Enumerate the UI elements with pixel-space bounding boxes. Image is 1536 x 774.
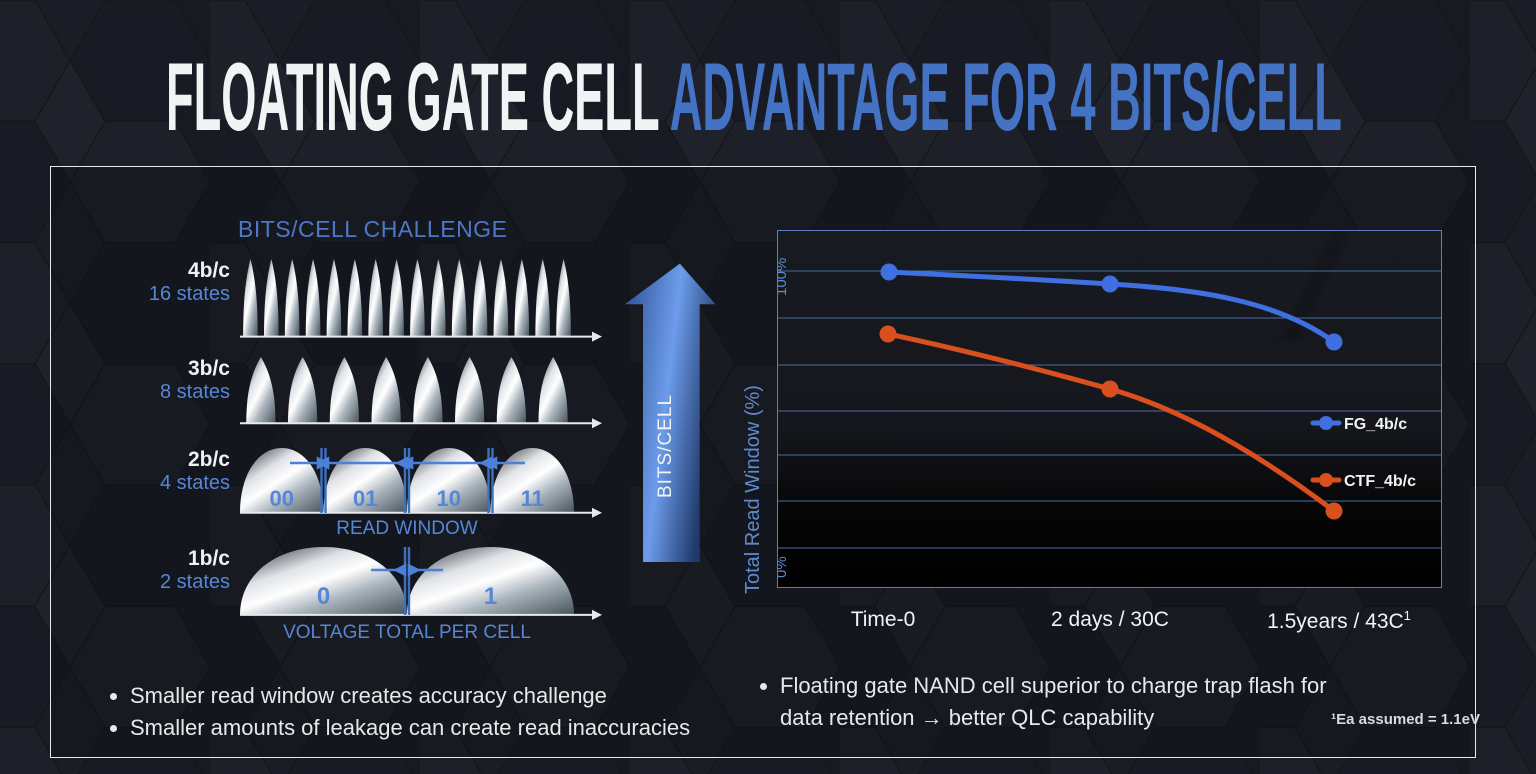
svg-text:10: 10 (437, 486, 461, 511)
svg-text:1: 1 (484, 583, 497, 610)
svg-text:00: 00 (270, 486, 294, 511)
svg-text:VOLTAGE TOTAL PER CELL: VOLTAGE TOTAL PER CELL (283, 622, 531, 643)
svg-text:FG_4b/c: FG_4b/c (1344, 416, 1407, 433)
svg-text:11: 11 (521, 486, 544, 511)
svg-text:CTF_4b/c: CTF_4b/c (1344, 473, 1416, 490)
svg-text:BITS/CELL: BITS/CELL (655, 394, 676, 498)
svg-text:0: 0 (317, 583, 330, 610)
svg-text:READ WINDOW: READ WINDOW (336, 518, 478, 539)
svg-text:01: 01 (353, 486, 377, 511)
